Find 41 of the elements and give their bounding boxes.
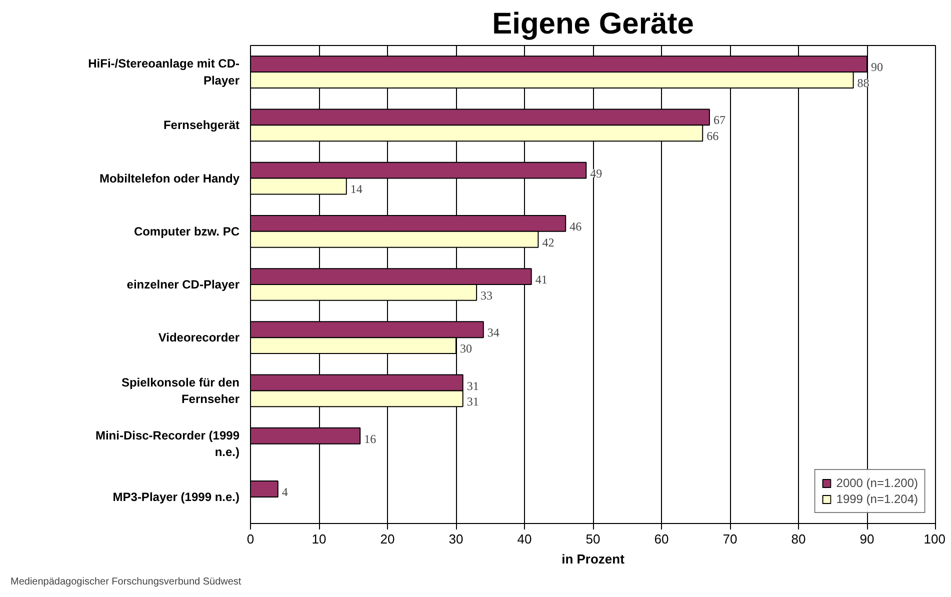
text: Medienpädagogischer Forschungsverbund Südwest [10, 576, 242, 588]
legend-label: 2000 (n=1.200) [836, 476, 918, 490]
data-label: 31 [466, 394, 479, 409]
x-tick-label: 90 [860, 532, 874, 546]
y-tick-label: Spielkonsole für den Fernseher [121, 375, 240, 406]
data-label: 41 [535, 272, 548, 287]
data-label: 67 [713, 113, 726, 128]
legend-label: 1999 (n=1.204) [836, 492, 918, 506]
x-tick-label: 70 [722, 532, 738, 546]
data-label: 31 [466, 378, 479, 393]
data-label: 16 [364, 432, 376, 446]
chart-title: Eigene Geräte [492, 8, 694, 40]
y-tick-label: Fernsehgerät [163, 118, 240, 132]
x-tick-label: 20 [380, 532, 395, 546]
x-tick-label: 50 [586, 532, 600, 546]
data-label: 14 [350, 182, 362, 196]
y-tick-label: Computer bzw. PC [134, 224, 240, 238]
data-label: 90 [871, 60, 883, 74]
x-tick-label: 40 [517, 532, 532, 546]
x-tick-label: 10 [312, 532, 326, 546]
data-label: 30 [460, 342, 472, 356]
y-tick-label: Mini-Disc-Recorder (1999 n.e.) [95, 428, 240, 460]
data-label: 49 [590, 166, 602, 180]
x-tick-label: 100 [924, 532, 946, 546]
y-tick-label: MP3-Player (1999 n.e.) [112, 490, 240, 504]
x-tick-label: 0 [246, 532, 254, 546]
data-label: 46 [570, 219, 582, 234]
x-tick-label: 30 [448, 532, 464, 546]
x-tick-label: 80 [791, 532, 806, 546]
y-tick-label: einzelner CD-Player [126, 278, 240, 292]
data-label: 88 [857, 76, 870, 90]
x-tick-label: 60 [654, 532, 669, 546]
y-tick-label: Videorecorder [158, 330, 240, 345]
data-label: 33 [480, 288, 493, 302]
data-label: 4 [282, 484, 288, 499]
y-tick-label: HiFi-/Stereoanlage mit CD-Player [88, 56, 240, 88]
x-axis-title: in Prozent [562, 552, 626, 566]
data-label: 66 [706, 129, 719, 144]
data-label: 34 [487, 326, 500, 340]
data-label: 42 [542, 235, 554, 250]
y-tick-label: Mobiltelefon oder Handy [99, 171, 240, 186]
